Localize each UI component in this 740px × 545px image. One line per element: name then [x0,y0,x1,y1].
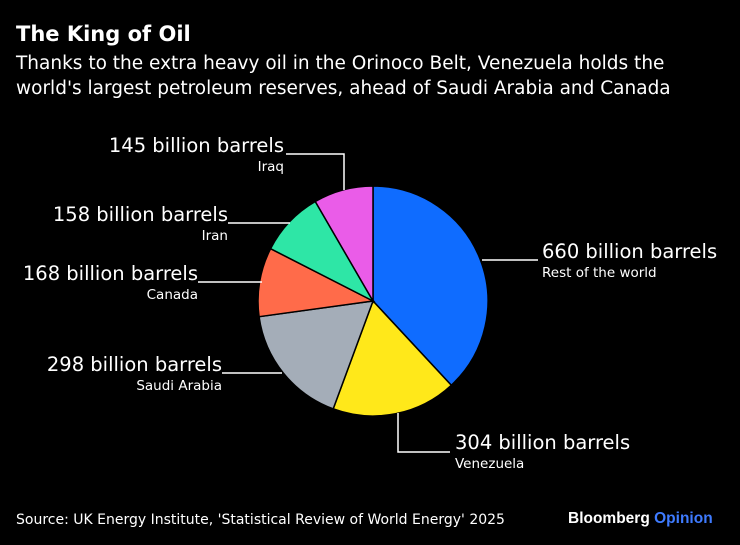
category-label-saudi-arabia: Saudi Arabia [136,378,222,394]
pie-slice-iraq [314,185,374,304]
chart-title: The King of Oil [16,22,191,46]
leader-line-venezuela [397,413,450,453]
category-label-rest-of-the-world: Rest of the world [542,265,657,281]
value-label-iran: 158 billion barrels [53,203,228,226]
value-label-iraq: 145 billion barrels [109,134,284,157]
pie-slice-saudi-arabia [258,300,375,410]
brand-name: Bloomberg [568,510,650,527]
pie-slice-rest-of-the-world [372,185,489,387]
source-note: Source: UK Energy Institute, 'Statistica… [16,512,505,528]
leader-line-iraq [286,153,345,190]
value-label-venezuela: 304 billion barrels [455,431,630,454]
value-label-rest-of-the-world: 660 billion barrels [542,240,717,263]
value-label-canada: 168 billion barrels [23,262,198,285]
brand-opinion: Opinion [654,510,713,527]
chart-subtitle: Thanks to the extra heavy oil in the Ori… [16,53,671,99]
category-label-venezuela: Venezuela [455,456,524,472]
category-label-canada: Canada [147,287,198,303]
category-label-iran: Iran [202,228,228,244]
value-label-saudi-arabia: 298 billion barrels [47,353,222,376]
bloomberg-opinion-logo: Bloomberg Opinion [568,510,713,528]
category-label-iraq: Iraq [258,159,284,175]
